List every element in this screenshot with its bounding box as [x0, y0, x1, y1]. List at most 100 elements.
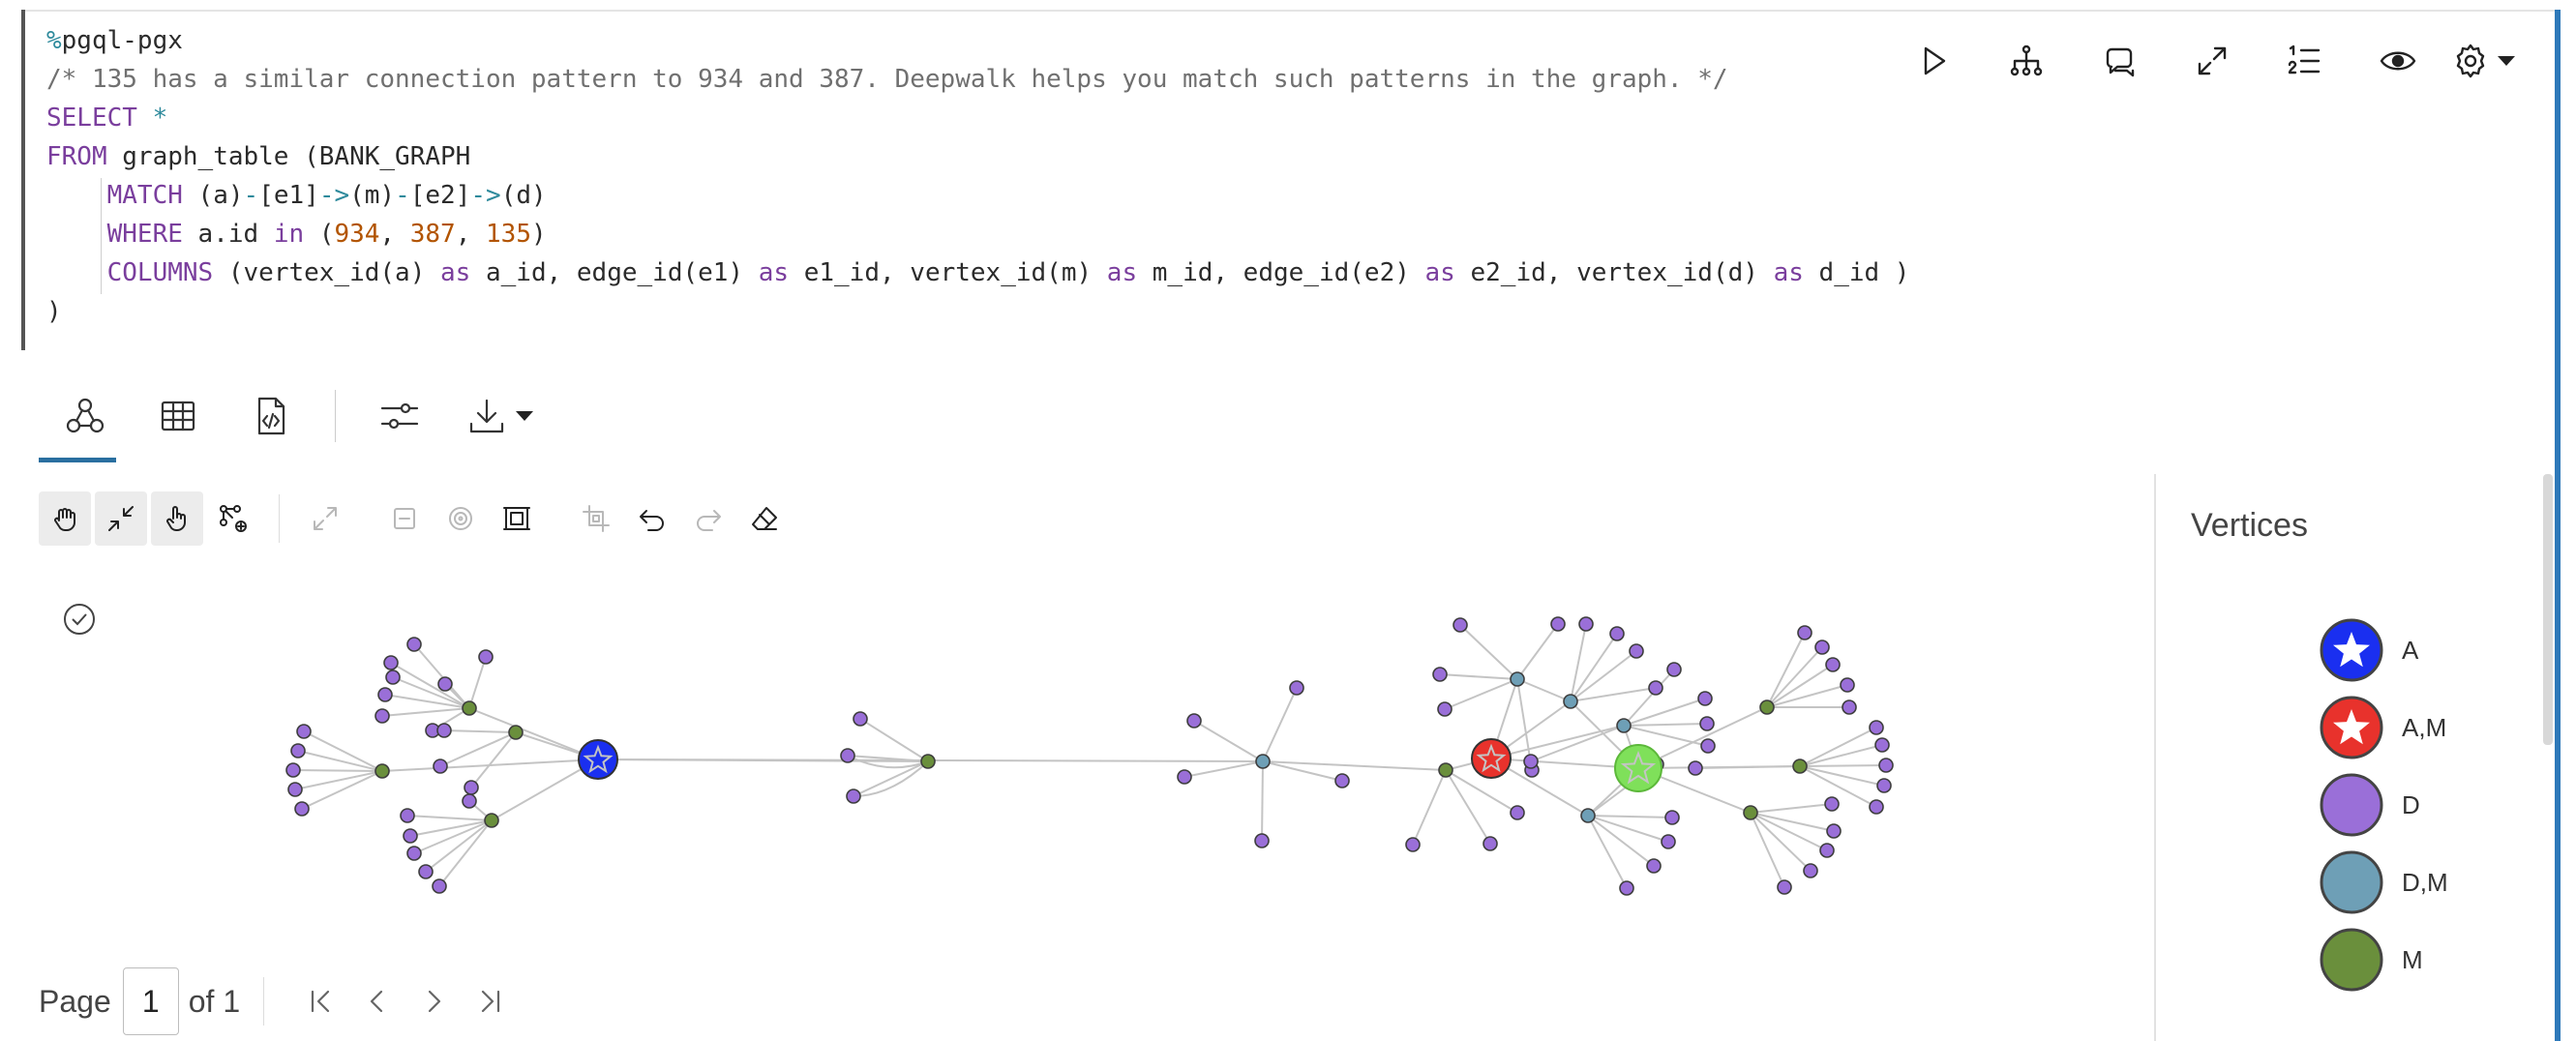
vertex-d[interactable] [1437, 701, 1453, 717]
fit-to-screen-button[interactable] [491, 491, 543, 546]
vertex-d[interactable] [1819, 843, 1835, 858]
vertex-d[interactable] [432, 878, 447, 894]
vertex-d[interactable] [1777, 879, 1792, 895]
vertex-d[interactable] [403, 828, 418, 844]
vertex-d[interactable] [1186, 713, 1202, 729]
legend-item[interactable]: A,M [2319, 695, 2446, 760]
vertex-d[interactable] [406, 846, 422, 861]
vertex-d[interactable] [1629, 643, 1644, 659]
comments-button[interactable] [2073, 37, 2166, 85]
vertex-d[interactable] [1826, 823, 1842, 839]
vertex-d[interactable] [478, 649, 494, 665]
vertex-m[interactable] [374, 763, 390, 779]
legend-item[interactable]: M [2319, 927, 2423, 993]
vertex-d[interactable] [1878, 758, 1894, 773]
vertex-am[interactable] [1471, 738, 1512, 779]
graph-canvas[interactable] [39, 580, 2148, 948]
page-number-input[interactable] [122, 967, 179, 1035]
vertex-d[interactable] [1578, 616, 1594, 632]
vertex-d[interactable] [1824, 796, 1840, 812]
vertex-d[interactable] [287, 782, 303, 797]
vertex-d[interactable] [1254, 833, 1270, 848]
legend-scrollbar[interactable] [2543, 474, 2553, 745]
vertex-d[interactable] [1874, 737, 1890, 753]
vertex-d[interactable] [1699, 716, 1715, 731]
vertex-dm[interactable] [1616, 718, 1632, 733]
vertex-d[interactable] [436, 723, 452, 738]
vertex-d[interactable] [1550, 616, 1566, 632]
vertex-d[interactable] [840, 748, 855, 763]
vertex-m[interactable] [508, 725, 524, 740]
vertex-d[interactable] [1334, 773, 1350, 788]
vertex-dm[interactable] [1255, 754, 1271, 769]
tab-graph[interactable] [39, 377, 132, 462]
code-editor[interactable]: %pgql-pgx /* 135 has a similar connection… [46, 21, 1909, 331]
vertex-d[interactable] [1697, 691, 1713, 706]
vertex-d[interactable] [1869, 720, 1884, 735]
last-page-button[interactable] [462, 972, 518, 1030]
vertex-d[interactable] [294, 801, 310, 817]
vertex-d[interactable] [464, 780, 479, 795]
vertex-d[interactable] [400, 808, 415, 823]
tab-table[interactable] [132, 377, 225, 455]
visibility-button[interactable] [2351, 37, 2444, 85]
vertex-d[interactable] [290, 743, 306, 758]
vertex-d[interactable] [1876, 778, 1892, 793]
vertex-d[interactable] [1646, 858, 1662, 874]
vertex-d[interactable] [853, 711, 868, 727]
vertex-d[interactable] [1523, 754, 1539, 769]
vertex-m[interactable] [1759, 699, 1775, 715]
previous-page-button[interactable] [349, 972, 405, 1030]
settings-dropdown[interactable] [2444, 37, 2522, 85]
run-button[interactable] [1887, 37, 1980, 85]
vertex-d[interactable] [1619, 880, 1634, 896]
vertex-selected[interactable] [1614, 744, 1662, 792]
vertex-d[interactable] [1664, 810, 1680, 825]
vertex-d[interactable] [1869, 799, 1884, 815]
legend-item[interactable]: D,M [2319, 849, 2448, 915]
vertex-d[interactable] [1177, 769, 1192, 785]
clear-button[interactable] [738, 491, 791, 546]
vertex-d[interactable] [377, 687, 393, 702]
legend-item[interactable]: D [2319, 772, 2420, 838]
vertex-d[interactable] [1814, 639, 1830, 655]
shrink-button[interactable] [95, 491, 147, 546]
vertex-d[interactable] [296, 724, 312, 739]
vertex-d[interactable] [1609, 626, 1625, 641]
download-dropdown[interactable] [446, 377, 553, 455]
focus-button[interactable] [434, 491, 487, 546]
vertex-d[interactable] [1432, 667, 1448, 682]
vertex-d[interactable] [433, 758, 448, 774]
vertex-d[interactable] [1453, 617, 1468, 633]
next-page-button[interactable] [405, 972, 462, 1030]
vertex-d[interactable] [1700, 738, 1716, 754]
vertex-d[interactable] [846, 788, 861, 804]
vertex-m[interactable] [1438, 762, 1453, 778]
vertex-d[interactable] [1803, 863, 1818, 878]
vertex-d[interactable] [1840, 677, 1855, 693]
redo-button[interactable] [682, 491, 734, 546]
vertex-d[interactable] [383, 655, 399, 670]
vertex-d[interactable] [1661, 834, 1676, 849]
line-numbers-button[interactable] [2259, 37, 2351, 85]
legend-item[interactable]: A [2319, 617, 2418, 683]
select-mode-button[interactable] [151, 491, 203, 546]
vertex-dm[interactable] [1510, 671, 1525, 687]
vertex-m[interactable] [484, 813, 499, 828]
vertex-d[interactable] [1510, 805, 1525, 820]
vertex-dm[interactable] [1580, 808, 1596, 823]
vertex-d[interactable] [1797, 625, 1812, 640]
expand-button[interactable] [299, 491, 351, 546]
pan-mode-button[interactable] [39, 491, 91, 546]
first-page-button[interactable] [293, 972, 349, 1030]
vertex-a[interactable] [578, 739, 618, 780]
vertex-m[interactable] [1792, 758, 1808, 774]
vertex-d[interactable] [437, 676, 453, 692]
collapse-button[interactable] [378, 491, 431, 546]
vertex-d[interactable] [1483, 836, 1498, 851]
vertex-d[interactable] [285, 762, 301, 778]
vertex-d[interactable] [1842, 699, 1857, 715]
tab-settings[interactable] [353, 377, 446, 455]
vertex-d[interactable] [1648, 680, 1663, 696]
crop-button[interactable] [570, 491, 622, 546]
